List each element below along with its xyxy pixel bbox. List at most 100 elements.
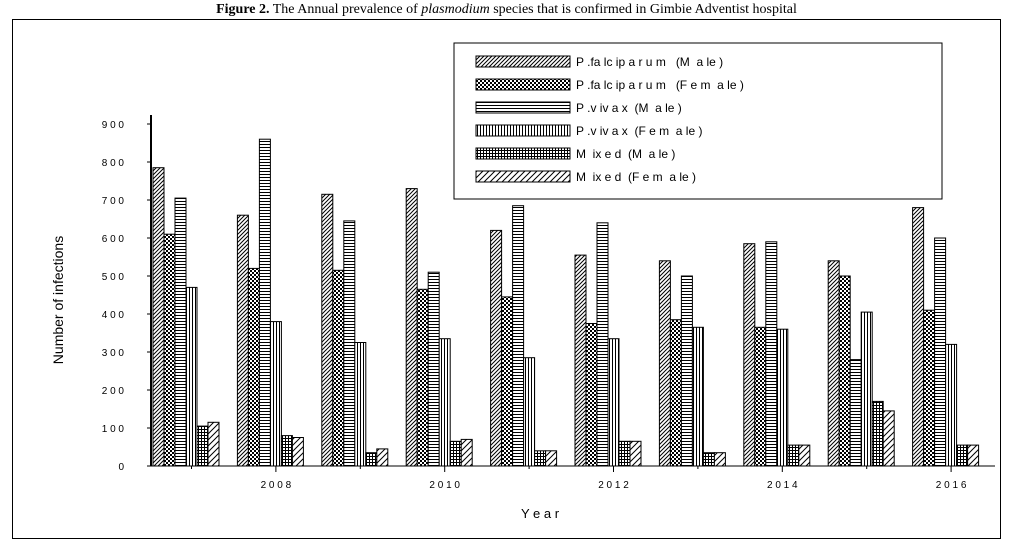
bar-6-2008 (291, 437, 304, 467)
bar-1-2007 (152, 167, 165, 467)
bar-5-2011 (534, 450, 547, 467)
y-tick-label: 6 0 0 (102, 234, 125, 245)
bar-1-2014 (743, 243, 756, 467)
bar-4-2015 (860, 311, 873, 467)
bar-2-2010 (416, 288, 429, 467)
bar-4-2014 (776, 328, 789, 467)
x-tick-label: 2 0 1 4 (767, 480, 798, 491)
bar-5-2009 (365, 452, 378, 467)
y-axis-label: Number of infections (50, 236, 66, 364)
x-tick-label: 2 0 1 2 (598, 480, 629, 491)
bar-6-2014 (798, 444, 811, 467)
caption-text-1: The Annual prevalence of (269, 2, 422, 17)
legend-label-1: P .fa lc ip a r u m (M a le ) (576, 55, 723, 69)
bar-5-2008 (280, 435, 293, 467)
bar-6-2011 (545, 450, 558, 467)
bar-6-2010 (460, 438, 473, 467)
x-tick-label: 2 0 0 8 (261, 480, 292, 491)
x-ticks-group: 2 0 0 8 2 0 1 0 2 0 1 2 2 0 1 4 2 0 1 6 (191, 466, 967, 491)
legend-swatch-4 (475, 124, 571, 137)
caption-species-word: plasmodium (421, 2, 490, 17)
bar-5-2014 (787, 444, 800, 467)
bar-5-2015 (871, 400, 884, 467)
y-tick-label: 3 0 0 (102, 348, 125, 359)
bar-4-2011 (523, 357, 536, 467)
x-tick-label: 2 0 1 6 (936, 480, 967, 491)
bar-3-2013 (680, 275, 693, 467)
bar-3-2008 (258, 138, 271, 467)
bar-5-2012 (618, 440, 631, 467)
bar-1-2013 (658, 260, 671, 467)
bar-6-2016 (967, 444, 980, 467)
x-axis-label: Y e a r (521, 506, 560, 521)
bar-3-2016 (934, 237, 947, 467)
y-tick-label: 1 0 0 (102, 424, 125, 435)
legend-label-6: M ix e d (F e m a le ) (576, 170, 696, 184)
bar-4-2010 (438, 338, 451, 467)
legend-label-5: M ix e d (M a le ) (576, 147, 675, 161)
bar-4-2013 (691, 326, 704, 467)
bar-6-2013 (713, 452, 726, 467)
bar-1-2012 (574, 254, 587, 467)
bar-5-2007 (196, 425, 209, 467)
legend-swatch-2 (475, 78, 571, 91)
legend: P .fa lc ip a r u m (M a le ) P .fa lc ip… (453, 42, 943, 200)
bar-3-2015 (849, 359, 862, 467)
bar-2-2007 (163, 233, 176, 467)
bar-5-2013 (702, 452, 715, 467)
bar-3-2011 (512, 205, 525, 467)
caption-text-2: species that is confirmed in Gimbie Adve… (489, 2, 797, 17)
bar-3-2014 (765, 241, 778, 467)
y-tick-label: 5 0 0 (102, 272, 125, 283)
y-tick-label: 7 0 0 (102, 196, 125, 207)
legend-items: P .fa lc ip a r u m (M a le ) P .fa lc ip… (475, 55, 744, 184)
figure-frame (12, 19, 1001, 539)
legend-label-3: P .v iv a x (M a le ) (576, 101, 682, 115)
bar-2-2013 (669, 319, 682, 467)
bar-1-2011 (490, 229, 503, 467)
legend-swatch-1 (475, 55, 571, 68)
bar-3-2010 (427, 271, 440, 467)
bar-2-2009 (332, 269, 345, 467)
bar-2-2011 (501, 296, 514, 467)
bar-6-2012 (629, 440, 642, 467)
bar-1-2008 (236, 214, 249, 467)
bar-2-2012 (585, 323, 598, 467)
bar-1-2015 (827, 260, 840, 467)
bar-2-2016 (923, 309, 936, 467)
bar-6-2015 (882, 410, 895, 467)
bar-6-2009 (376, 448, 389, 467)
legend-swatch-6 (475, 170, 571, 183)
bar-4-2008 (269, 321, 282, 467)
y-tick-label: 4 0 0 (102, 310, 125, 321)
bar-1-2009 (321, 193, 334, 467)
bar-1-2016 (912, 207, 925, 467)
y-ticks-group: 0 1 0 0 2 0 0 3 0 0 4 0 0 5 0 0 6 0 0 7 0 0 8 0 … (102, 120, 151, 473)
bar-5-2010 (449, 440, 462, 467)
bar-3-2009 (343, 220, 356, 467)
bar-2-2015 (838, 275, 851, 467)
legend-swatch-3 (475, 101, 571, 114)
y-tick-label: 2 0 0 (102, 386, 125, 397)
bar-2-2008 (247, 267, 260, 467)
bar-4-2012 (607, 338, 620, 467)
bar-4-2016 (945, 343, 958, 467)
x-tick-label: 2 0 1 0 (429, 480, 460, 491)
bar-3-2012 (596, 222, 609, 467)
bar-4-2007 (185, 286, 198, 467)
bar-2-2014 (754, 326, 767, 467)
figure-label: Figure 2. (216, 2, 270, 17)
bar-4-2009 (354, 342, 367, 467)
bar-5-2016 (956, 444, 969, 467)
legend-swatch-5 (475, 147, 571, 160)
figure-caption: Figure 2. The Annual prevalence of plasm… (0, 0, 1013, 20)
legend-label-4: P .v iv a x (F e m a le ) (576, 124, 702, 138)
bar-3-2007 (174, 197, 187, 467)
bar-6-2007 (207, 421, 220, 467)
legend-label-2: P .fa lc ip a r u m (F e m a le ) (576, 78, 744, 92)
y-tick-label: 9 0 0 (102, 120, 125, 131)
y-tick-label: 8 0 0 (102, 158, 125, 169)
y-tick-label: 0 (118, 462, 124, 473)
bar-1-2010 (405, 188, 418, 467)
